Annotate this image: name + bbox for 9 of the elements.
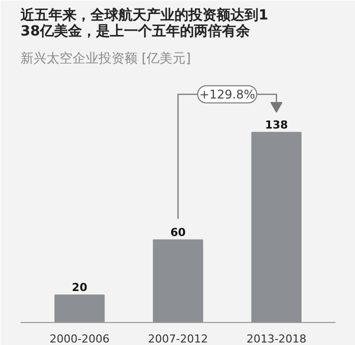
chart-title: 近五年来，全球航天产业的投资额达到138亿美金，是上一个五年的两倍有余 xyxy=(20,6,268,40)
x-tick-label: 2000-2006 xyxy=(50,332,110,345)
text: +129.8% xyxy=(199,87,256,102)
data-label: 138 xyxy=(264,118,288,132)
data-label: 60 xyxy=(170,226,186,239)
x-tick-label: 2013-2018 xyxy=(246,332,306,345)
x-tick-label: 2007-2012 xyxy=(148,332,208,345)
chart-subtitle: 新兴太空企业投资额 [亿美元] xyxy=(20,50,191,66)
data-label: 20 xyxy=(72,280,88,294)
